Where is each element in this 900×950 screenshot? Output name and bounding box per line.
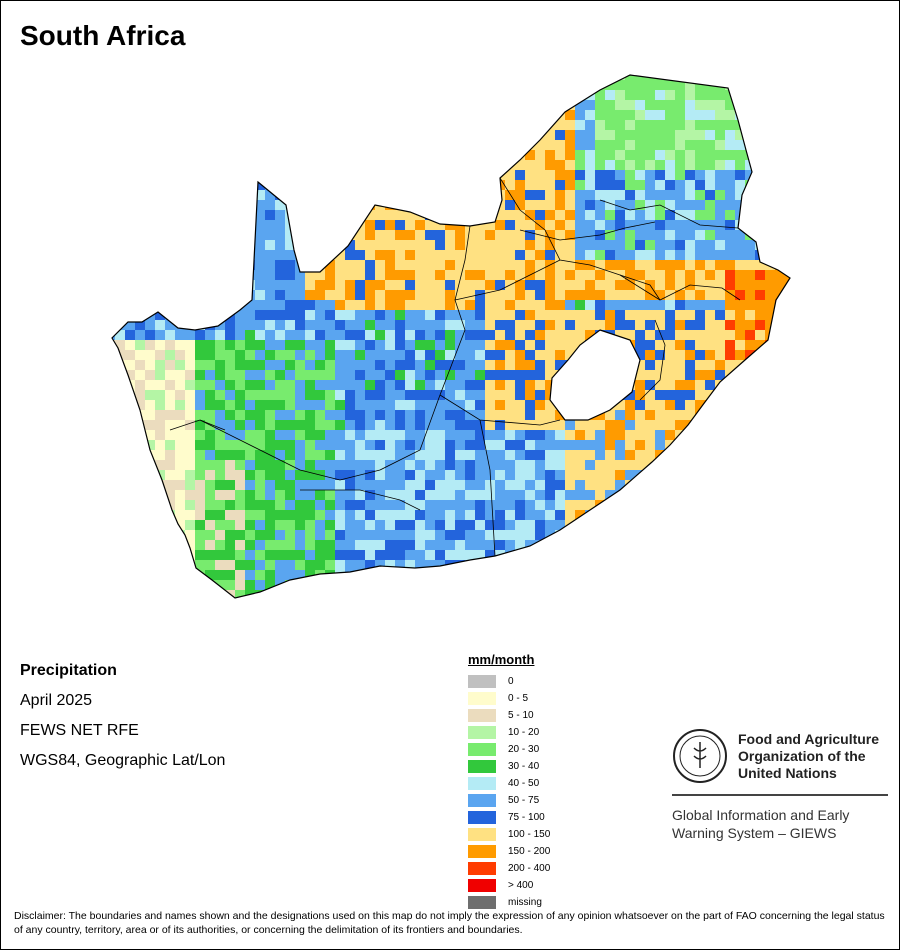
legend-label: missing: [508, 897, 542, 908]
legend: mm/month 0 0 - 5 5 - 10 10 - 20 20 - 30 30 - …: [468, 652, 550, 911]
legend-rows: 0 0 - 5 5 - 10 10 - 20 20 - 30 30 - 40 40 - 50…: [468, 673, 550, 911]
projection-label: WGS84, Geographic Lat/Lon: [20, 752, 226, 769]
variable-label: Precipitation: [20, 662, 117, 679]
legend-swatch: [468, 862, 496, 875]
legend-item: 40 - 50: [468, 775, 550, 792]
giews-line1: Global Information and Early: [672, 807, 850, 823]
legend-label: 0 - 5: [508, 693, 529, 704]
legend-label: 100 - 150: [508, 829, 551, 840]
period-label: April 2025: [20, 692, 93, 709]
legend-swatch: [468, 811, 496, 824]
legend-swatch: [468, 760, 496, 773]
legend-swatch: [468, 828, 496, 841]
legend-swatch: [468, 845, 496, 858]
legend-item: 50 - 75: [468, 792, 550, 809]
fao-name-line1: Food and Agriculture: [738, 730, 880, 747]
legend-title: mm/month: [468, 652, 535, 667]
legend-label: 50 - 75: [508, 795, 540, 806]
legend-label: 20 - 30: [508, 744, 540, 755]
legend-item: 10 - 20: [468, 724, 550, 741]
legend-swatch: [468, 692, 496, 705]
legend-item: 30 - 40: [468, 758, 550, 775]
fao-block: Food and Agriculture Organization of the…: [672, 728, 888, 842]
legend-label: 0: [508, 676, 514, 687]
legend-label: 40 - 50: [508, 778, 540, 789]
legend-swatch: [468, 743, 496, 756]
legend-item: 100 - 150: [468, 826, 550, 843]
legend-swatch: [468, 777, 496, 790]
fao-divider: [672, 794, 888, 796]
source-label: FEWS NET RFE: [20, 722, 139, 739]
legend-item: 0 - 5: [468, 690, 550, 707]
legend-item: 150 - 200: [468, 843, 550, 860]
legend-label: 5 - 10: [508, 710, 534, 721]
legend-swatch: [468, 879, 496, 892]
legend-item: 75 - 100: [468, 809, 550, 826]
legend-label: 30 - 40: [508, 761, 540, 772]
legend-item: 5 - 10: [468, 707, 550, 724]
legend-item: 0: [468, 673, 550, 690]
legend-label: 200 - 400: [508, 863, 551, 874]
legend-swatch: [468, 896, 496, 909]
legend-swatch: [468, 709, 496, 722]
province-boundaries: [169, 177, 741, 557]
giews-line2: Warning System – GIEWS: [672, 825, 837, 841]
precipitation-map: [111, 74, 791, 599]
legend-item: > 400: [468, 877, 550, 894]
legend-swatch: [468, 675, 496, 688]
fao-name-line2: Organization of the: [738, 747, 866, 764]
disclaimer: Disclaimer: The boundaries and names sho…: [14, 910, 885, 936]
legend-label: 150 - 200: [508, 846, 551, 857]
legend-item: 200 - 400: [468, 860, 550, 877]
legend-label: 10 - 20: [508, 727, 540, 738]
legend-label: 75 - 100: [508, 812, 545, 823]
legend-item: 20 - 30: [468, 741, 550, 758]
fao-logo-icon: [673, 729, 727, 783]
legend-swatch: [468, 794, 496, 807]
legend-label: > 400: [508, 880, 534, 891]
lesotho-outline: [549, 329, 641, 421]
map-info: Precipitation April 2025 FEWS NET RFE WG…: [20, 656, 225, 776]
map-title: South Africa: [20, 20, 186, 51]
fao-name-line3: United Nations: [738, 764, 837, 781]
legend-swatch: [468, 726, 496, 739]
legend-item: missing: [468, 894, 550, 911]
